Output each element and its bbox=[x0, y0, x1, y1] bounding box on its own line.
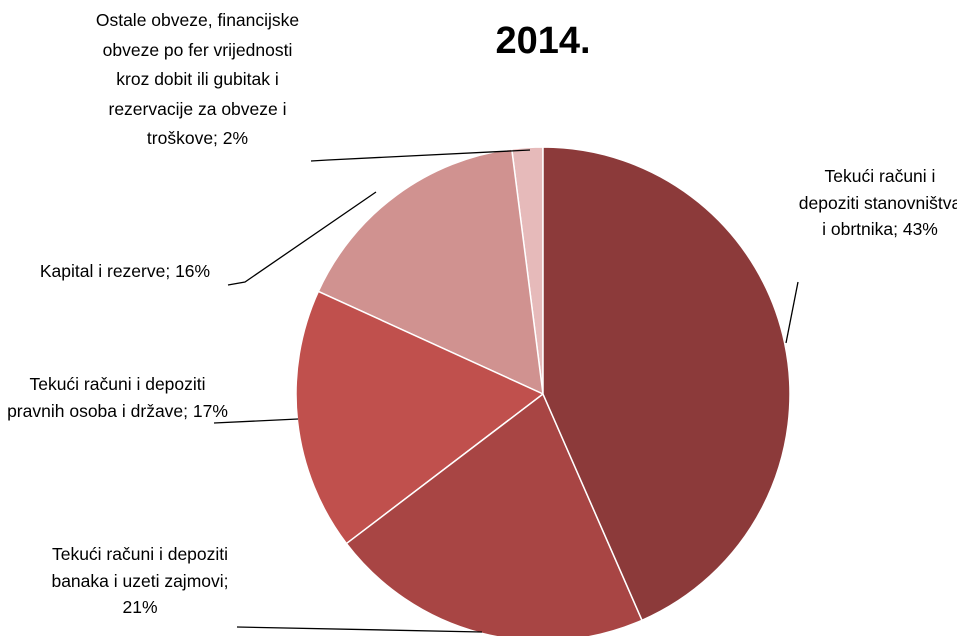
pie-slice bbox=[345, 392, 644, 636]
leader-line bbox=[213, 418, 299, 424]
slice-label: Tekući računi i depoziti stanovništva i … bbox=[798, 166, 957, 239]
leader-line bbox=[785, 281, 799, 344]
leader-line bbox=[236, 626, 483, 633]
leader-line bbox=[310, 149, 531, 162]
slice-label: Tekući računi i depoziti banaka i uzeti … bbox=[51, 544, 229, 617]
pie-slice bbox=[542, 146, 791, 622]
pie-slice bbox=[317, 148, 544, 396]
slice-label: Tekući računi i depoziti pravnih osoba i… bbox=[7, 374, 228, 421]
chart-title: 2014. bbox=[495, 20, 591, 62]
pie-slice bbox=[295, 290, 545, 545]
slice-label: Ostale obveze, financijske obveze po fer… bbox=[95, 10, 300, 148]
slice-label: Kapital i rezerve; 16% bbox=[39, 261, 211, 281]
leader-line bbox=[227, 191, 377, 286]
